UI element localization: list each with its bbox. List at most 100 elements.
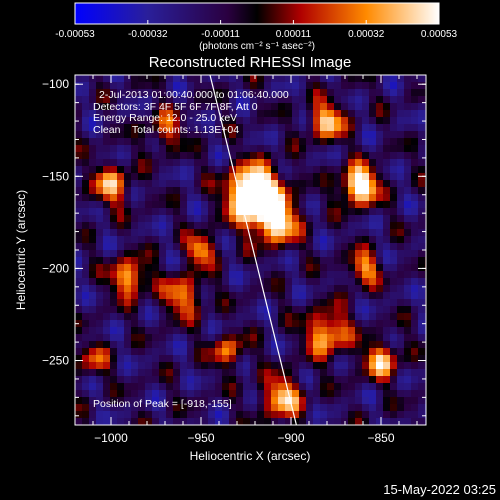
image-pixel: [404, 180, 411, 187]
image-pixel: [327, 411, 334, 418]
image-pixel: [187, 124, 194, 131]
image-pixel: [355, 299, 362, 306]
image-pixel: [138, 285, 145, 292]
image-pixel: [327, 208, 334, 215]
image-pixel: [369, 369, 376, 376]
image-pixel: [313, 236, 320, 243]
image-pixel: [131, 89, 138, 96]
image-pixel: [404, 299, 411, 306]
image-pixel: [96, 334, 103, 341]
image-pixel: [159, 152, 166, 159]
image-pixel: [75, 418, 82, 425]
image-pixel: [145, 180, 152, 187]
image-pixel: [355, 131, 362, 138]
image-pixel: [82, 117, 89, 124]
image-pixel: [89, 173, 96, 180]
image-pixel: [257, 334, 264, 341]
image-pixel: [278, 103, 285, 110]
image-pixel: [201, 306, 208, 313]
image-pixel: [215, 103, 222, 110]
image-pixel: [229, 250, 236, 257]
image-pixel: [250, 82, 257, 89]
image-pixel: [264, 264, 271, 271]
image-pixel: [250, 89, 257, 96]
image-pixel: [110, 376, 117, 383]
image-pixel: [369, 180, 376, 187]
image-pixel: [75, 166, 82, 173]
image-pixel: [159, 341, 166, 348]
image-pixel: [376, 131, 383, 138]
image-pixel: [397, 299, 404, 306]
image-pixel: [418, 138, 425, 145]
image-pixel: [124, 383, 131, 390]
image-pixel: [180, 117, 187, 124]
image-pixel: [334, 180, 341, 187]
image-pixel: [89, 271, 96, 278]
image-pixel: [250, 306, 257, 313]
image-pixel: [362, 264, 369, 271]
image-pixel: [362, 243, 369, 250]
image-pixel: [75, 96, 82, 103]
image-pixel: [390, 285, 397, 292]
image-pixel: [383, 173, 390, 180]
image-pixel: [257, 145, 264, 152]
image-pixel: [201, 229, 208, 236]
image-pixel: [145, 138, 152, 145]
image-pixel: [341, 376, 348, 383]
image-pixel: [271, 187, 278, 194]
image-pixel: [306, 383, 313, 390]
image-pixel: [89, 411, 96, 418]
image-pixel: [362, 82, 369, 89]
image-pixel: [418, 124, 425, 131]
image-pixel: [285, 376, 292, 383]
image-pixel: [229, 264, 236, 271]
image-pixel: [404, 369, 411, 376]
image-pixel: [404, 313, 411, 320]
image-pixel: [138, 383, 145, 390]
image-pixel: [103, 215, 110, 222]
image-pixel: [278, 320, 285, 327]
image-pixel: [383, 131, 390, 138]
image-pixel: [418, 222, 425, 229]
image-pixel: [383, 159, 390, 166]
image-pixel: [313, 145, 320, 152]
image-pixel: [355, 82, 362, 89]
image-pixel: [292, 257, 299, 264]
image-pixel: [306, 376, 313, 383]
image-pixel: [215, 222, 222, 229]
image-pixel: [145, 187, 152, 194]
image-pixel: [285, 173, 292, 180]
image-pixel: [404, 159, 411, 166]
image-pixel: [110, 327, 117, 334]
image-pixel: [110, 82, 117, 89]
image-pixel: [362, 306, 369, 313]
image-pixel: [75, 159, 82, 166]
image-pixel: [306, 180, 313, 187]
image-pixel: [208, 376, 215, 383]
image-pixel: [208, 369, 215, 376]
image-pixel: [320, 320, 327, 327]
image-pixel: [96, 201, 103, 208]
image-pixel: [103, 201, 110, 208]
image-pixel: [110, 278, 117, 285]
image-pixel: [334, 173, 341, 180]
image-pixel: [264, 390, 271, 397]
image-pixel: [369, 229, 376, 236]
image-pixel: [131, 257, 138, 264]
image-pixel: [124, 159, 131, 166]
image-pixel: [222, 138, 229, 145]
image-pixel: [292, 75, 299, 82]
image-pixel: [215, 292, 222, 299]
image-pixel: [404, 75, 411, 82]
image-pixel: [285, 292, 292, 299]
image-pixel: [110, 131, 117, 138]
image-pixel: [89, 201, 96, 208]
image-pixel: [159, 187, 166, 194]
image-pixel: [173, 250, 180, 257]
image-pixel: [278, 229, 285, 236]
image-pixel: [362, 96, 369, 103]
image-pixel: [348, 411, 355, 418]
image-pixel: [418, 166, 425, 173]
image-pixel: [243, 285, 250, 292]
image-pixel: [75, 355, 82, 362]
